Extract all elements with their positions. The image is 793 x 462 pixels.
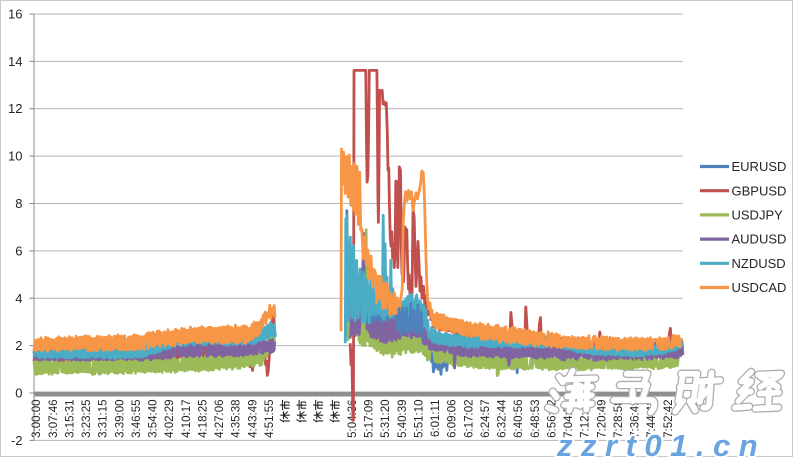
svg-text:5:40:39: 5:40:39: [397, 400, 409, 438]
svg-text:3:23:25: 3:23:25: [81, 400, 93, 438]
svg-text:3:00:00: 3:00:00: [31, 400, 43, 438]
svg-text:4:43:49: 4:43:49: [247, 400, 259, 438]
svg-text:NZDUSD: NZDUSD: [732, 256, 786, 271]
svg-text:3:54:40: 3:54:40: [148, 400, 160, 438]
svg-text:3:39:00: 3:39:00: [114, 400, 126, 438]
svg-text:4: 4: [15, 291, 22, 306]
svg-text:16: 16: [8, 7, 22, 22]
svg-text:5:31:20: 5:31:20: [380, 400, 392, 438]
svg-text:0: 0: [15, 386, 22, 401]
svg-text:2: 2: [15, 338, 22, 353]
svg-text:4:10:17: 4:10:17: [181, 400, 193, 438]
svg-text:4:27:06: 4:27:06: [214, 400, 226, 438]
svg-text:3:31:15: 3:31:15: [98, 400, 110, 438]
svg-text:6:24:57: 6:24:57: [480, 400, 492, 438]
svg-text:10: 10: [8, 149, 22, 164]
svg-text:5:51:10: 5:51:10: [414, 400, 426, 438]
svg-text:6:40:56: 6:40:56: [513, 400, 525, 438]
svg-text:8: 8: [15, 196, 22, 211]
svg-text:4:35:38: 4:35:38: [231, 400, 243, 438]
svg-text:7:28:58: 7:28:58: [613, 400, 625, 438]
svg-text:4:02:29: 4:02:29: [164, 400, 176, 438]
svg-text:6:17:02: 6:17:02: [463, 400, 475, 438]
svg-text:6:48:53: 6:48:53: [530, 400, 542, 438]
svg-text:6:01:11: 6:01:11: [430, 400, 442, 438]
svg-text:4:18:25: 4:18:25: [197, 400, 209, 438]
svg-text:EURUSD: EURUSD: [732, 159, 787, 174]
svg-text:6:09:06: 6:09:06: [447, 400, 459, 438]
svg-text:3:07:46: 3:07:46: [48, 400, 60, 438]
svg-text:USDJPY: USDJPY: [732, 208, 784, 223]
svg-text:USDCAD: USDCAD: [732, 280, 787, 295]
svg-text:5:17:09: 5:17:09: [364, 400, 376, 438]
svg-text:-2: -2: [11, 433, 23, 448]
svg-text:zzrt01.cn: zzrt01.cn: [556, 428, 766, 457]
svg-text:3:46:55: 3:46:55: [131, 400, 143, 438]
svg-text:14: 14: [8, 54, 22, 69]
svg-text:4:51:55: 4:51:55: [264, 400, 276, 438]
svg-text:3:15:31: 3:15:31: [64, 400, 76, 438]
svg-text:12: 12: [8, 101, 22, 116]
svg-text:7:52:42: 7:52:42: [663, 400, 675, 438]
svg-text:7:20:49: 7:20:49: [596, 400, 608, 438]
svg-text:7:36:49: 7:36:49: [630, 400, 642, 438]
svg-text:AUDUSD: AUDUSD: [732, 232, 787, 247]
svg-text:GBPUSD: GBPUSD: [732, 183, 787, 198]
svg-text:6:32:44: 6:32:44: [497, 399, 509, 438]
svg-text:6: 6: [15, 243, 22, 258]
